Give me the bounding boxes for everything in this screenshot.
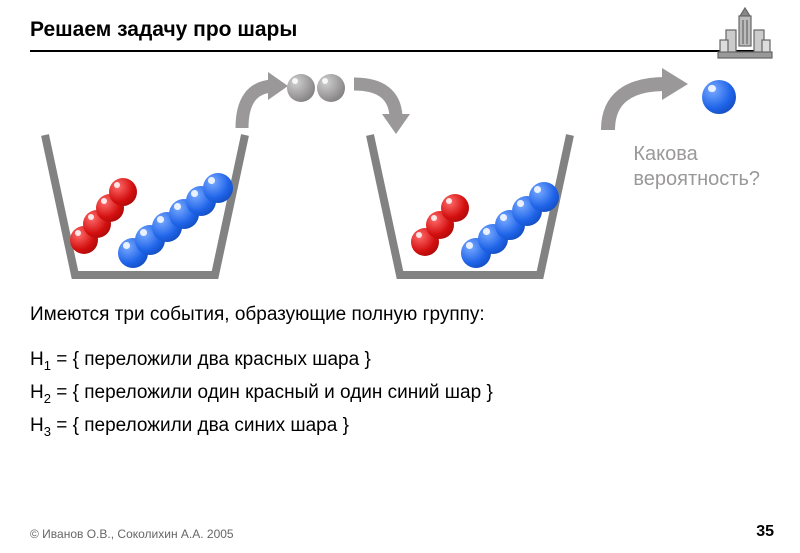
arrow-output-icon bbox=[594, 68, 692, 134]
page-number: 35 bbox=[756, 523, 774, 541]
intro-text: Имеются три события, образующие полную г… bbox=[30, 300, 770, 329]
transfer-ball-2 bbox=[317, 74, 345, 102]
balls-diagram: Какова вероятность? bbox=[30, 70, 770, 280]
output-ball bbox=[702, 80, 736, 114]
footer-copyright: © Иванов О.В., Соколихин А.А. 2005 bbox=[30, 527, 234, 541]
transfer-ball-1 bbox=[287, 74, 315, 102]
arrow-into-right-icon bbox=[348, 70, 410, 134]
university-logo-icon bbox=[716, 6, 774, 62]
urn-right bbox=[365, 130, 575, 280]
page-title: Решаем задачу про шары bbox=[30, 18, 770, 52]
event-h2: H2 = { переложили один красный и один си… bbox=[30, 378, 770, 409]
arrow-out-left-icon bbox=[230, 70, 290, 132]
event-h3: H3 = { переложили два синих шара } bbox=[30, 411, 770, 442]
body-text: Имеются три события, образующие полную г… bbox=[30, 300, 770, 442]
event-h1: H1 = { переложили два красных шара } bbox=[30, 345, 770, 376]
urn-left bbox=[40, 130, 250, 280]
question-text: Какова вероятность? bbox=[633, 142, 760, 192]
